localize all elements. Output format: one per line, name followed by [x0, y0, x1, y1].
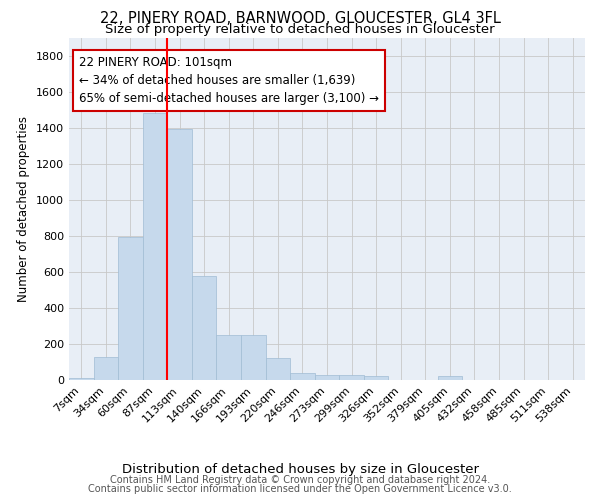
Bar	[315, 374, 339, 380]
Bar	[94, 356, 118, 380]
Text: Contains public sector information licensed under the Open Government Licence v3: Contains public sector information licen…	[88, 484, 512, 494]
Text: 22, PINERY ROAD, BARNWOOD, GLOUCESTER, GL4 3FL: 22, PINERY ROAD, BARNWOOD, GLOUCESTER, G…	[100, 11, 500, 26]
Y-axis label: Number of detached properties: Number of detached properties	[17, 116, 31, 302]
Bar	[241, 335, 266, 380]
Bar	[167, 130, 192, 380]
Bar	[143, 113, 167, 380]
Bar	[437, 376, 462, 380]
Bar	[290, 373, 315, 380]
Bar	[217, 335, 241, 380]
Text: Size of property relative to detached houses in Gloucester: Size of property relative to detached ho…	[105, 22, 495, 36]
Bar	[118, 236, 143, 380]
Bar	[192, 276, 217, 380]
Bar	[266, 358, 290, 380]
Bar	[339, 374, 364, 380]
Bar	[364, 376, 388, 380]
Text: Distribution of detached houses by size in Gloucester: Distribution of detached houses by size …	[121, 462, 479, 475]
Bar	[69, 378, 94, 380]
Text: 22 PINERY ROAD: 101sqm
← 34% of detached houses are smaller (1,639)
65% of semi-: 22 PINERY ROAD: 101sqm ← 34% of detached…	[79, 56, 379, 106]
Text: Contains HM Land Registry data © Crown copyright and database right 2024.: Contains HM Land Registry data © Crown c…	[110, 475, 490, 485]
